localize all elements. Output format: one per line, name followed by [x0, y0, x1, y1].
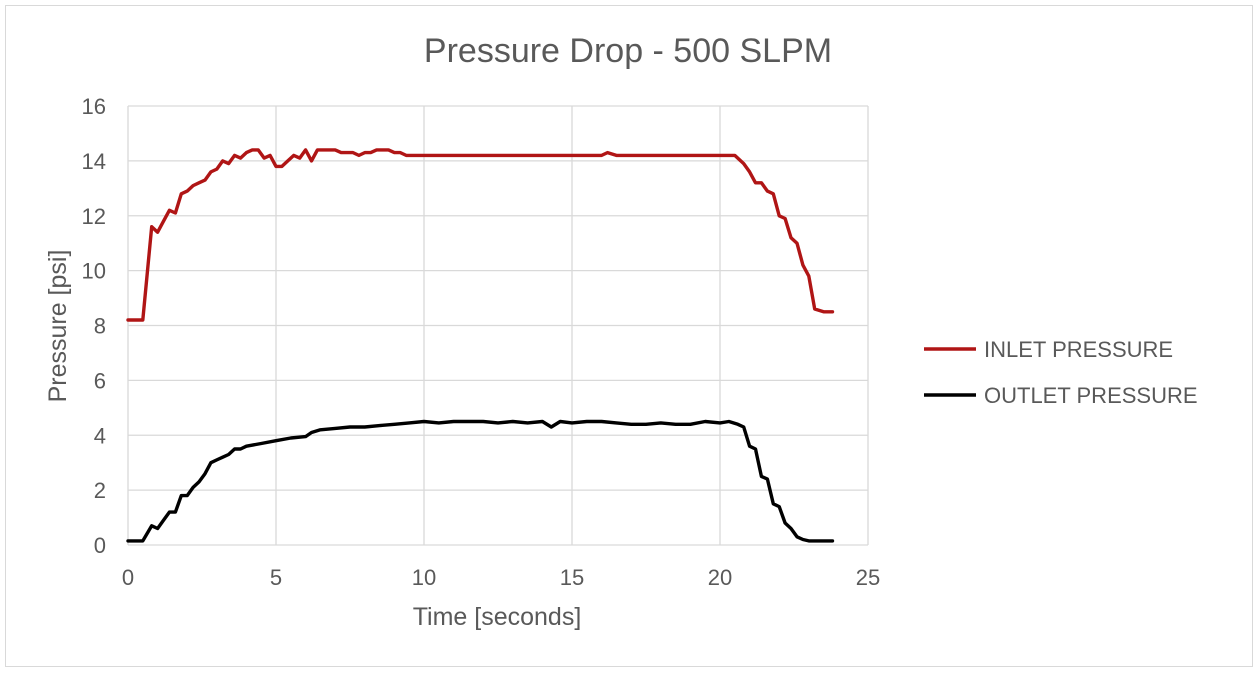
chart-title: Pressure Drop - 500 SLPM: [424, 32, 832, 70]
legend-label: INLET PRESSURE: [984, 337, 1173, 362]
y-tick-label: 4: [94, 423, 106, 448]
x-tick-label: 0: [122, 565, 134, 590]
x-tick-label: 25: [856, 565, 880, 590]
y-tick-label: 14: [82, 149, 106, 174]
grid-layer: [127, 105, 869, 546]
y-tick-label: 10: [82, 259, 106, 284]
y-tick-label: 16: [82, 94, 106, 119]
y-tick-label: 2: [94, 478, 106, 503]
y-axis-label: Pressure [psi]: [44, 250, 72, 403]
y-tick-label: 12: [82, 204, 106, 229]
axis-layer: 0 2 4 6 8 10 12 14 16 0 5 10 15 20 25: [82, 94, 881, 590]
x-tick-label: 15: [560, 565, 584, 590]
x-tick-label: 5: [270, 565, 282, 590]
chart-frame: [5, 5, 1253, 667]
legend: INLET PRESSURE OUTLET PRESSURE: [924, 337, 1198, 408]
x-tick-label: 10: [412, 565, 436, 590]
series-layer: [126, 148, 835, 543]
y-tick-label: 8: [94, 314, 106, 339]
x-axis-label: Time [seconds]: [413, 603, 582, 631]
y-tick-label: 0: [94, 533, 106, 558]
x-tick-label: 20: [708, 565, 732, 590]
y-tick-label: 6: [94, 368, 106, 393]
legend-label: OUTLET PRESSURE: [984, 383, 1198, 408]
series-line-inlet-pressure: [126, 148, 835, 322]
series-line-outlet-pressure: [126, 419, 835, 543]
